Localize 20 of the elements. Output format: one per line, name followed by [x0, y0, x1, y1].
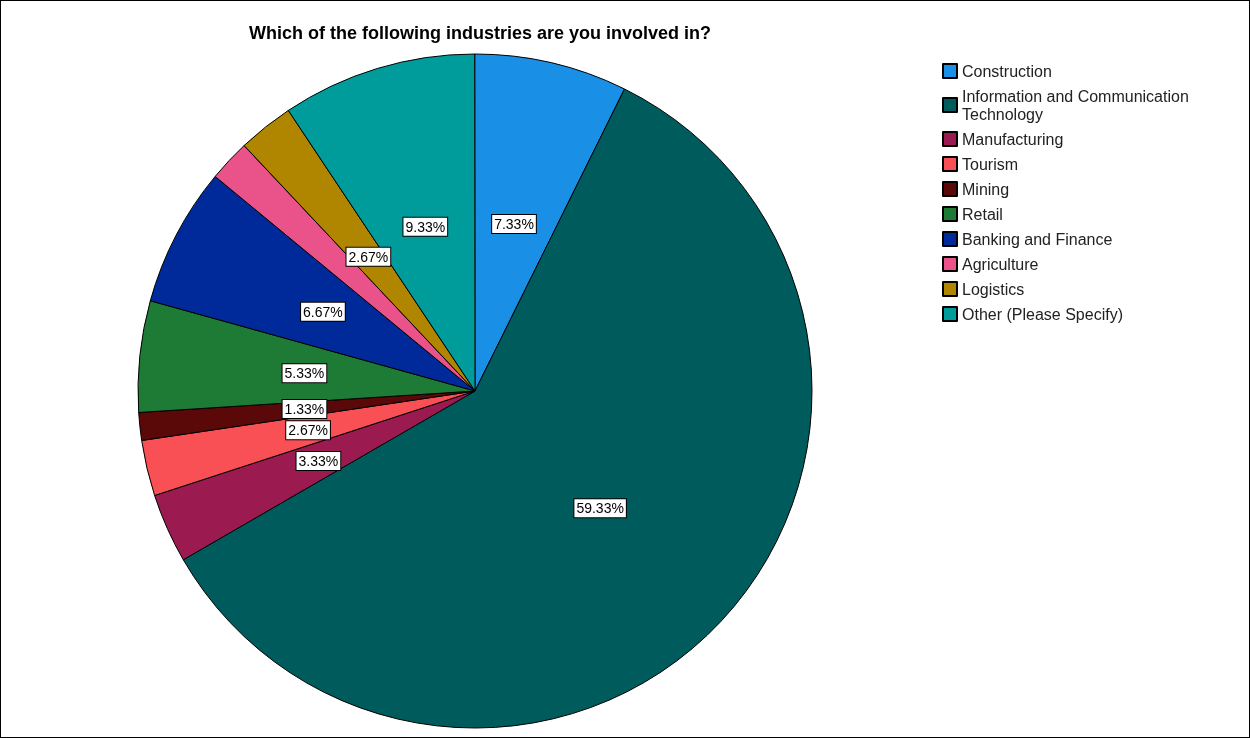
legend-label: Manufacturing	[962, 130, 1064, 148]
data-label: 7.33%	[494, 215, 534, 232]
legend-label: Retail	[962, 205, 1003, 223]
legend-label: Banking and Finance	[962, 230, 1113, 248]
data-label: 1.33%	[284, 401, 325, 418]
legend-label: Logistics	[962, 280, 1025, 298]
data-label: 5.33%	[284, 365, 325, 382]
data-label: 59.33%	[576, 500, 624, 517]
legend-label: Information and Communication Technology	[962, 87, 1194, 123]
legend-label: Tourism	[962, 155, 1019, 173]
data-label: 9.33%	[405, 218, 446, 235]
data-label: 6.67%	[303, 303, 343, 320]
legend-label: Other (Please Specify)	[962, 305, 1123, 323]
legend-label: Mining	[962, 180, 1010, 198]
chart-title: Which of the following industries are you involved in?	[248, 23, 712, 43]
data-label: 2.67%	[288, 422, 328, 439]
legend-label: Agriculture	[962, 255, 1039, 273]
data-label: 3.33%	[298, 452, 339, 469]
data-label: 2.67%	[348, 248, 389, 265]
legend-label: Construction	[962, 62, 1052, 80]
